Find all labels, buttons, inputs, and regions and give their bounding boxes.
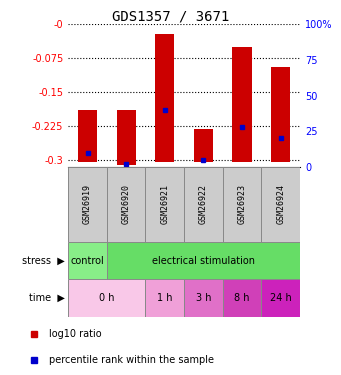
Text: GSM26924: GSM26924	[276, 184, 285, 224]
Bar	[184, 167, 223, 242]
Text: GSM26921: GSM26921	[160, 184, 169, 224]
Bar	[146, 167, 184, 242]
Bar	[68, 242, 107, 279]
Text: GSM26922: GSM26922	[199, 184, 208, 224]
Text: log10 ratio: log10 ratio	[49, 329, 102, 339]
Bar	[223, 279, 262, 317]
Bar	[233, 47, 252, 162]
Text: GDS1357 / 3671: GDS1357 / 3671	[112, 9, 229, 23]
Text: electrical stimulation: electrical stimulation	[152, 256, 255, 266]
Bar	[78, 110, 97, 162]
Bar	[271, 68, 291, 162]
Text: time  ▶: time ▶	[29, 293, 65, 303]
Bar	[107, 167, 146, 242]
Bar	[262, 167, 300, 242]
Bar	[223, 167, 262, 242]
Bar	[117, 110, 136, 165]
Text: percentile rank within the sample: percentile rank within the sample	[49, 356, 214, 366]
Text: 24 h: 24 h	[270, 293, 292, 303]
Bar	[262, 279, 300, 317]
Text: 1 h: 1 h	[157, 293, 173, 303]
Bar	[107, 242, 300, 279]
Bar	[194, 129, 213, 162]
Text: control: control	[71, 256, 104, 266]
Text: 0 h: 0 h	[99, 293, 115, 303]
Text: stress  ▶: stress ▶	[22, 256, 65, 266]
Text: 8 h: 8 h	[234, 293, 250, 303]
Text: GSM26919: GSM26919	[83, 184, 92, 224]
Text: GSM26920: GSM26920	[122, 184, 131, 224]
Text: GSM26923: GSM26923	[238, 184, 247, 224]
Bar	[155, 34, 175, 162]
Text: 3 h: 3 h	[196, 293, 211, 303]
Bar	[146, 279, 184, 317]
Bar	[68, 167, 107, 242]
Bar	[184, 279, 223, 317]
Bar	[68, 279, 146, 317]
